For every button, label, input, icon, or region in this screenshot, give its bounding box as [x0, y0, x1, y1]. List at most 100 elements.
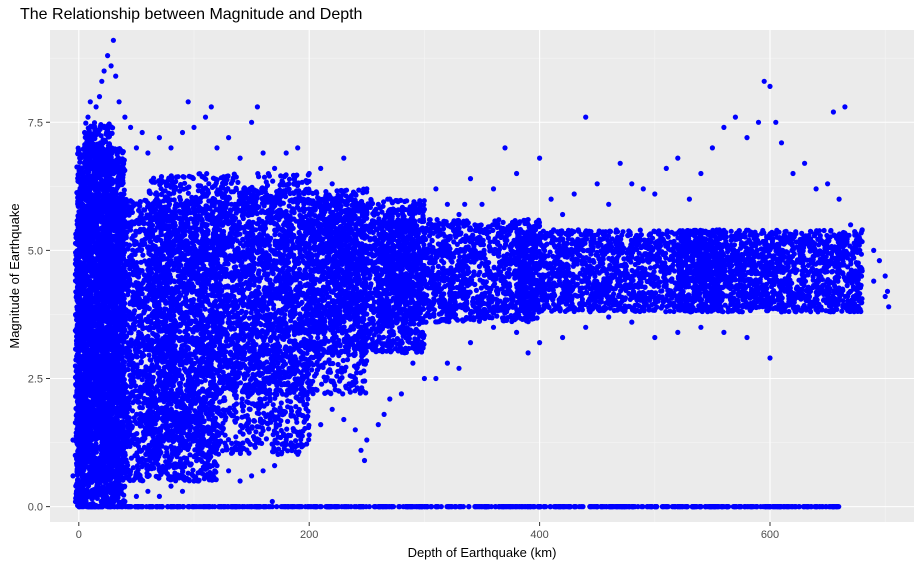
data-point [81, 488, 87, 494]
data-point [94, 225, 100, 231]
data-point [105, 131, 111, 137]
data-point [84, 215, 90, 221]
data-point [80, 243, 86, 249]
data-point [120, 150, 126, 156]
data-point [80, 264, 87, 271]
data-point [103, 222, 109, 228]
data-point [77, 228, 83, 234]
data-point [101, 123, 107, 129]
data-point [94, 242, 100, 248]
data-point [81, 398, 87, 404]
data-point [100, 193, 106, 199]
data-point [98, 186, 104, 192]
data-point [115, 183, 121, 189]
data-point [108, 481, 114, 487]
data-point [84, 168, 90, 174]
data-point [73, 312, 79, 318]
data-point [73, 405, 79, 412]
data-point [79, 304, 86, 310]
data-point [75, 256, 81, 262]
data-point [81, 440, 87, 446]
data-point [94, 287, 100, 293]
data-point [81, 316, 87, 323]
data-point [104, 154, 110, 160]
data-point [75, 371, 81, 377]
data-point [81, 311, 87, 317]
data-point [79, 321, 85, 327]
data-point [82, 183, 88, 189]
data-point [132, 201, 138, 207]
data-point [112, 304, 118, 310]
data-point [122, 328, 128, 334]
data-point [81, 357, 87, 363]
data-point [77, 155, 83, 161]
data-point [92, 421, 98, 427]
data-point [75, 477, 81, 483]
data-point [121, 187, 127, 193]
data-point [83, 147, 89, 153]
data-point [117, 173, 124, 179]
data-point [89, 338, 95, 344]
data-point [87, 354, 93, 360]
data-point [93, 267, 100, 273]
data-point [120, 180, 126, 186]
data-point [112, 488, 118, 494]
data-point [86, 404, 92, 411]
data-point [85, 365, 91, 371]
data-point [76, 391, 82, 397]
data-point [80, 224, 86, 230]
data-point [105, 174, 111, 180]
data-point [73, 430, 79, 436]
data-point [89, 381, 95, 387]
data-point [78, 167, 84, 173]
data-point [81, 338, 87, 344]
data-point [91, 311, 97, 317]
data-point [81, 378, 88, 384]
data-point [75, 317, 81, 323]
data-point [90, 375, 96, 381]
data-point [84, 279, 91, 286]
data-point [90, 153, 96, 159]
data-point [94, 275, 101, 281]
data-point [94, 459, 100, 465]
data-point [96, 174, 102, 181]
data-point [72, 328, 78, 334]
data-point [89, 221, 95, 227]
data-point [86, 319, 92, 325]
data-point [88, 303, 94, 309]
data-point [89, 491, 95, 498]
data-point [85, 231, 91, 238]
data-point [90, 183, 96, 189]
data-point [88, 298, 94, 304]
data-point [75, 215, 82, 221]
data-point [73, 357, 79, 363]
data-point [77, 451, 83, 457]
data-point [73, 483, 79, 489]
data-point [90, 166, 97, 172]
data-point [88, 348, 94, 354]
data-point [84, 208, 90, 214]
data-point [82, 193, 88, 199]
data-point [87, 457, 93, 463]
data-point [92, 148, 98, 154]
data-point [80, 446, 86, 452]
data-point [91, 143, 97, 150]
chart-title: The Relationship between Magnitude and D… [20, 6, 363, 23]
data-point [78, 497, 84, 503]
data-point [80, 299, 86, 305]
data-point [115, 149, 121, 155]
data-point [108, 186, 114, 192]
data-point [87, 425, 94, 431]
data-point [95, 215, 101, 221]
data-point [121, 161, 127, 167]
data-point [79, 403, 85, 409]
data-point [85, 154, 91, 160]
data-point [89, 409, 95, 415]
data-point [95, 209, 102, 215]
data-point [93, 262, 99, 268]
data-point [91, 256, 97, 262]
data-point [90, 230, 96, 236]
data-point [75, 339, 81, 345]
